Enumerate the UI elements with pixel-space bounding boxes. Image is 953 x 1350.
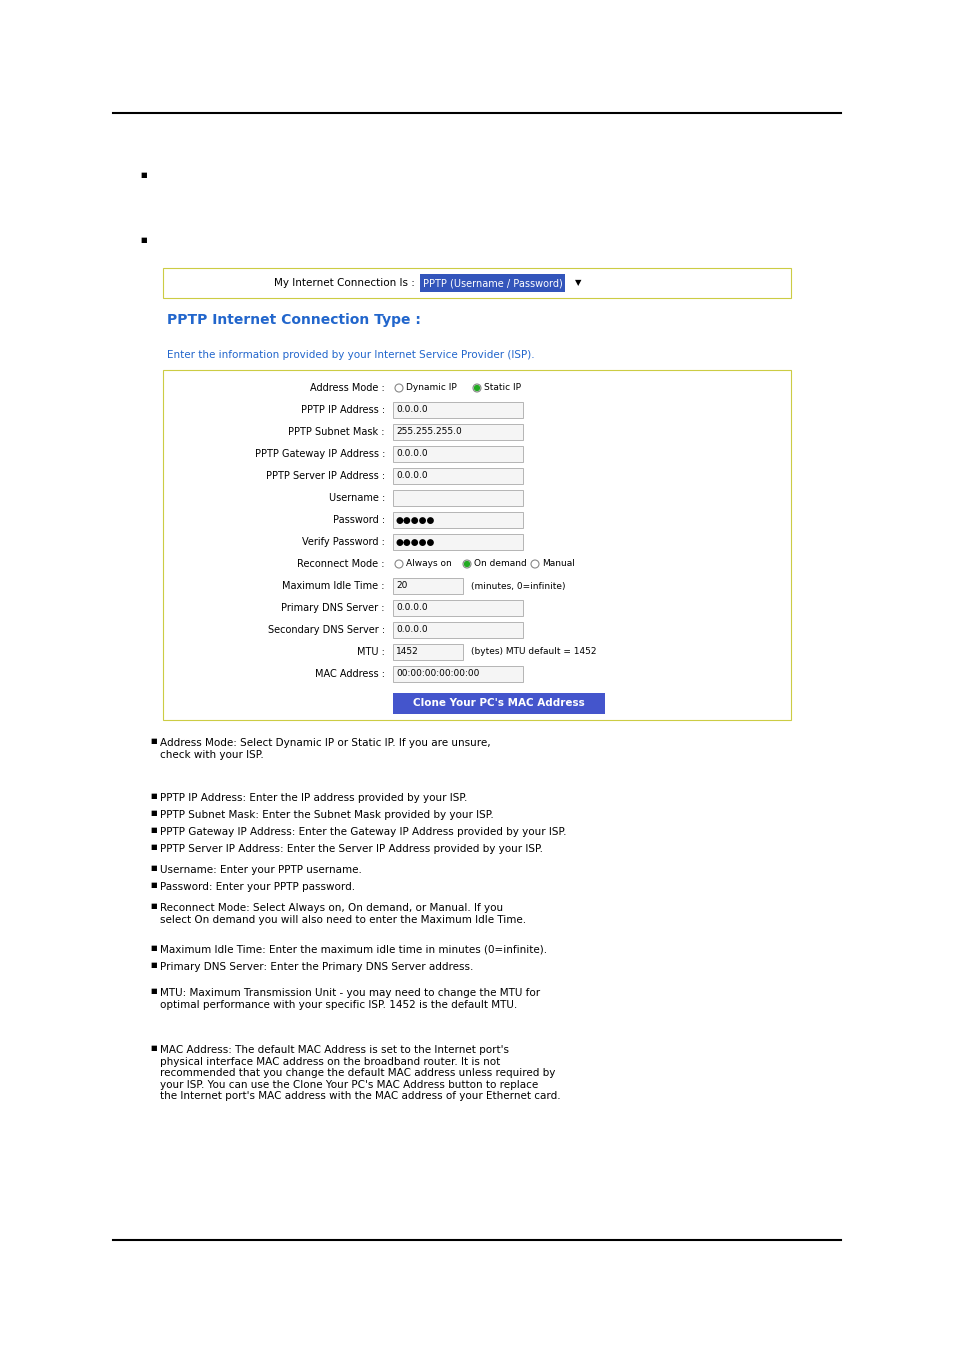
Bar (393, 402, 522, 418)
Bar (419, 274, 564, 292)
Bar (393, 512, 522, 528)
Text: MAC Address: The default MAC Address is set to the Internet port's
physical inte: MAC Address: The default MAC Address is … (160, 1045, 560, 1102)
Text: ■: ■ (150, 865, 156, 871)
Text: ■: ■ (150, 882, 156, 888)
Text: MAC Address :: MAC Address : (314, 670, 385, 679)
Text: Primary DNS Server: Enter the Primary DNS Server address.: Primary DNS Server: Enter the Primary DN… (160, 963, 473, 972)
Text: MTU :: MTU : (356, 647, 385, 657)
Text: My Internet Connection Is :: My Internet Connection Is : (274, 278, 415, 288)
Text: Enter the information provided by your Internet Service Provider (ISP).: Enter the information provided by your I… (167, 350, 534, 360)
Text: ●●●●●: ●●●●● (395, 537, 435, 547)
Text: ▼: ▼ (575, 278, 581, 288)
Text: 0.0.0.0: 0.0.0.0 (395, 471, 427, 481)
Text: ●●●●●: ●●●●● (395, 516, 435, 525)
Text: (bytes) MTU default = 1452: (bytes) MTU default = 1452 (471, 648, 596, 656)
Text: 1452: 1452 (395, 648, 418, 656)
Text: Verify Password :: Verify Password : (302, 537, 385, 547)
Text: 00:00:00:00:00:00: 00:00:00:00:00:00 (395, 670, 478, 679)
Text: On demand: On demand (474, 559, 526, 568)
Bar (393, 578, 462, 594)
Text: Clone Your PC's MAC Address: Clone Your PC's MAC Address (413, 698, 584, 709)
Text: ■: ■ (150, 988, 156, 994)
Text: ■: ■ (150, 1045, 156, 1052)
Text: Address Mode :: Address Mode : (310, 383, 385, 393)
Text: PPTP Subnet Mask :: PPTP Subnet Mask : (288, 427, 385, 437)
Bar (393, 468, 522, 485)
Text: 255.255.255.0: 255.255.255.0 (395, 428, 461, 436)
Text: ■: ■ (150, 844, 156, 850)
Text: Manual: Manual (541, 559, 575, 568)
Text: 0.0.0.0: 0.0.0.0 (395, 625, 427, 634)
Text: (minutes, 0=infinite): (minutes, 0=infinite) (471, 582, 565, 590)
Text: PPTP IP Address :: PPTP IP Address : (300, 405, 385, 414)
Text: PPTP Gateway IP Address :: PPTP Gateway IP Address : (254, 450, 385, 459)
Text: ■: ■ (140, 238, 147, 243)
Text: ■: ■ (140, 171, 147, 178)
Text: Secondary DNS Server :: Secondary DNS Server : (268, 625, 385, 634)
Bar (393, 535, 522, 549)
Text: Username :: Username : (329, 493, 385, 504)
Bar (393, 446, 522, 462)
Text: PPTP Internet Connection Type :: PPTP Internet Connection Type : (167, 313, 420, 327)
Text: Password :: Password : (333, 514, 385, 525)
Text: Password: Enter your PPTP password.: Password: Enter your PPTP password. (160, 882, 355, 892)
Bar (393, 490, 522, 506)
Text: PPTP Subnet Mask: Enter the Subnet Mask provided by your ISP.: PPTP Subnet Mask: Enter the Subnet Mask … (160, 810, 494, 819)
Bar (393, 622, 522, 639)
Text: ■: ■ (150, 945, 156, 950)
Bar (393, 424, 522, 440)
Text: Maximum Idle Time: Enter the maximum idle time in minutes (0=infinite).: Maximum Idle Time: Enter the maximum idl… (160, 945, 547, 954)
Bar (393, 666, 522, 682)
Bar (163, 269, 790, 298)
Text: MTU: Maximum Transmission Unit - you may need to change the MTU for
optimal perf: MTU: Maximum Transmission Unit - you may… (160, 988, 539, 1010)
Circle shape (464, 562, 469, 567)
Text: PPTP (Username / Password): PPTP (Username / Password) (422, 278, 561, 288)
Text: Address Mode: Select Dynamic IP or Static IP. If you are unsure,
check with your: Address Mode: Select Dynamic IP or Stati… (160, 738, 490, 760)
Bar (393, 693, 604, 714)
Text: 0.0.0.0: 0.0.0.0 (395, 450, 427, 459)
Text: PPTP Server IP Address :: PPTP Server IP Address : (266, 471, 385, 481)
Text: PPTP IP Address: Enter the IP address provided by your ISP.: PPTP IP Address: Enter the IP address pr… (160, 792, 467, 803)
Text: Dynamic IP: Dynamic IP (406, 383, 456, 393)
Text: Static IP: Static IP (483, 383, 520, 393)
Text: 20: 20 (395, 582, 407, 590)
Text: Maximum Idle Time :: Maximum Idle Time : (282, 580, 385, 591)
Text: Reconnect Mode :: Reconnect Mode : (297, 559, 385, 568)
Text: PPTP Server IP Address: Enter the Server IP Address provided by your ISP.: PPTP Server IP Address: Enter the Server… (160, 844, 542, 855)
Text: Reconnect Mode: Select Always on, On demand, or Manual. If you
select On demand : Reconnect Mode: Select Always on, On dem… (160, 903, 525, 925)
Circle shape (474, 386, 479, 390)
Text: 0.0.0.0: 0.0.0.0 (395, 405, 427, 414)
Text: Always on: Always on (406, 559, 452, 568)
Text: ■: ■ (150, 792, 156, 799)
Text: 0.0.0.0: 0.0.0.0 (395, 603, 427, 613)
Text: ■: ■ (150, 828, 156, 833)
Text: Primary DNS Server :: Primary DNS Server : (281, 603, 385, 613)
Text: ■: ■ (150, 903, 156, 909)
Text: PPTP Gateway IP Address: Enter the Gateway IP Address provided by your ISP.: PPTP Gateway IP Address: Enter the Gatew… (160, 828, 566, 837)
Text: ■: ■ (150, 963, 156, 968)
Bar (393, 644, 462, 660)
Text: ■: ■ (150, 810, 156, 815)
Text: ■: ■ (150, 738, 156, 744)
Bar (163, 370, 790, 720)
Bar (393, 599, 522, 616)
Text: Username: Enter your PPTP username.: Username: Enter your PPTP username. (160, 865, 361, 875)
